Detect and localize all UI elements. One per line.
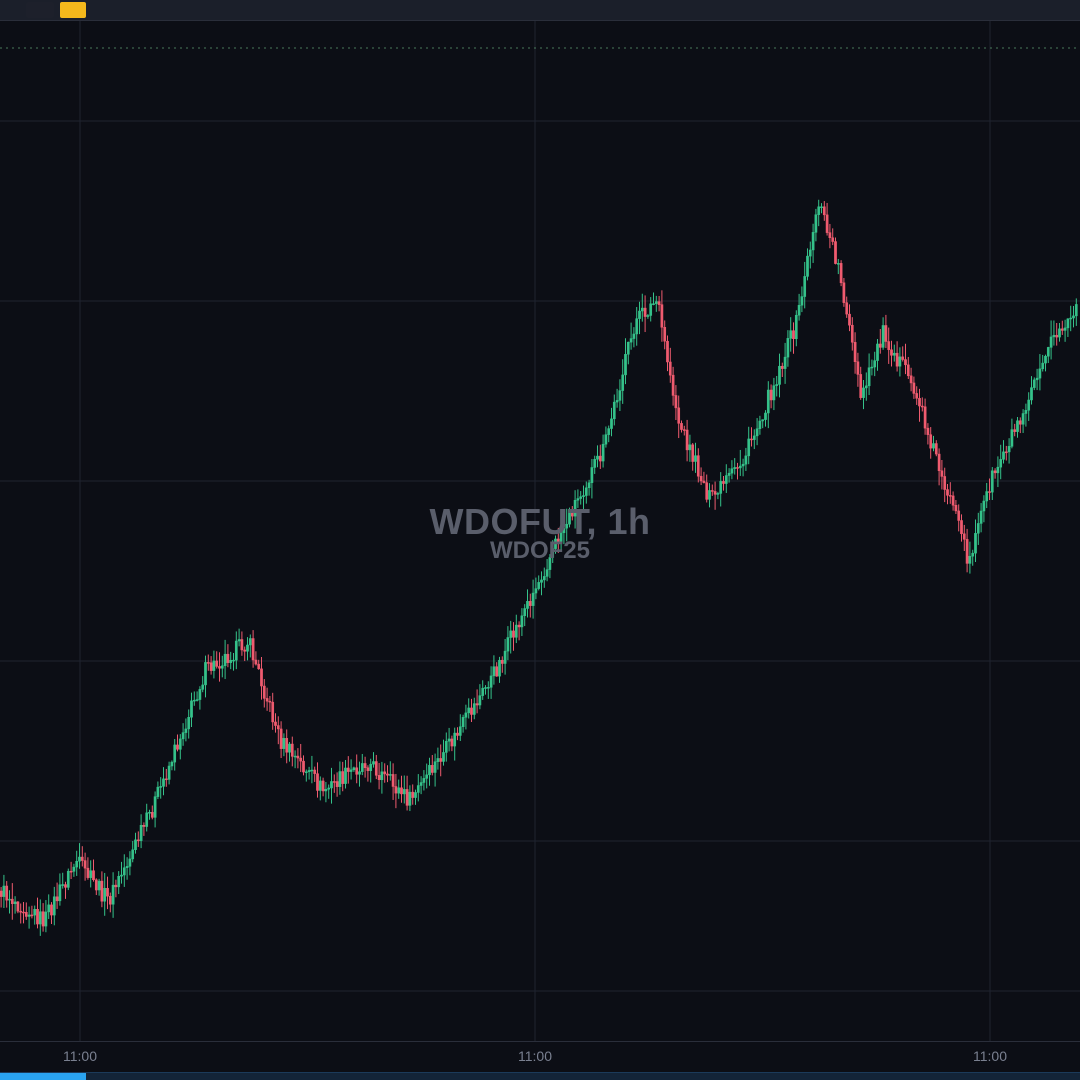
time-axis[interactable]: 11:00 11:00 11:00 (0, 1041, 1080, 1072)
top-toolbar (0, 0, 1080, 21)
bottom-strip (0, 1072, 1080, 1080)
chart-canvas (0, 21, 1080, 1041)
toolbar-button-star[interactable] (60, 2, 86, 18)
load-progress (0, 1073, 86, 1080)
toolbar-button-1[interactable] (26, 2, 54, 18)
price-chart[interactable]: WDOFUT, 1h WDOF25 (0, 21, 1080, 1041)
time-axis-label: 11:00 (518, 1048, 552, 1064)
time-axis-label: 11:00 (63, 1048, 97, 1064)
time-axis-label: 11:00 (973, 1048, 1007, 1064)
